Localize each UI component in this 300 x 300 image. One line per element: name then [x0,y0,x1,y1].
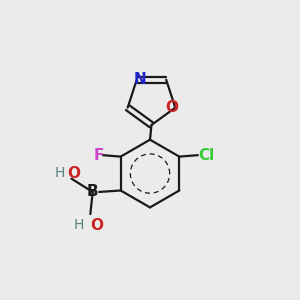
Text: H: H [74,218,84,232]
Text: B: B [87,184,98,200]
Text: H: H [54,167,65,180]
Text: F: F [93,148,104,163]
Text: O: O [90,218,103,233]
Text: Cl: Cl [199,148,215,163]
Text: N: N [134,72,147,87]
Text: O: O [67,166,80,181]
Text: O: O [165,100,178,115]
